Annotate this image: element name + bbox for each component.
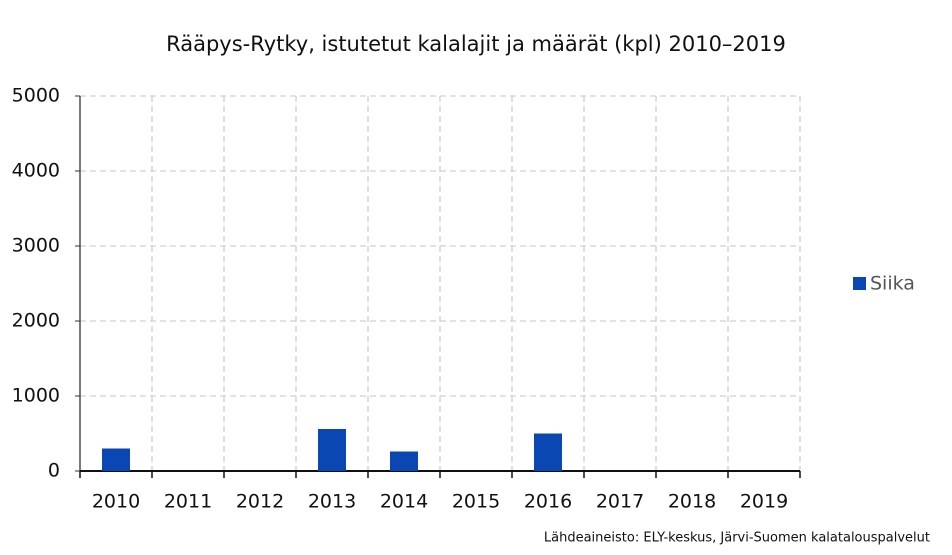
x-tick-label: 2014 — [380, 491, 428, 513]
y-tick-label: 5000 — [12, 85, 60, 107]
bar — [318, 429, 346, 471]
x-tick-label: 2012 — [236, 491, 284, 513]
x-tick-label: 2016 — [524, 491, 572, 513]
x-tick-label: 2010 — [92, 491, 140, 513]
y-tick-label: 4000 — [12, 160, 60, 182]
x-tick-label: 2018 — [668, 491, 716, 513]
y-tick-label: 3000 — [12, 235, 60, 257]
y-tick-label: 0 — [48, 460, 60, 482]
legend-swatch — [853, 277, 866, 290]
legend-label: Siika — [870, 273, 915, 295]
bar — [534, 433, 562, 471]
y-tick-label: 1000 — [12, 385, 60, 407]
x-tick-label: 2011 — [164, 491, 212, 513]
x-tick-label: 2013 — [308, 491, 356, 513]
bar — [390, 451, 418, 471]
bar — [102, 448, 130, 471]
y-tick-label: 2000 — [12, 310, 60, 332]
chart-title: Rääpys-Rytky, istutetut kalalajit ja mää… — [166, 32, 786, 56]
x-tick-label: 2017 — [596, 491, 644, 513]
x-tick-label: 2019 — [740, 491, 788, 513]
source-note: Lähdeaineisto: ELY-keskus, Järvi-Suomen … — [544, 531, 930, 546]
x-tick-label: 2015 — [452, 491, 500, 513]
